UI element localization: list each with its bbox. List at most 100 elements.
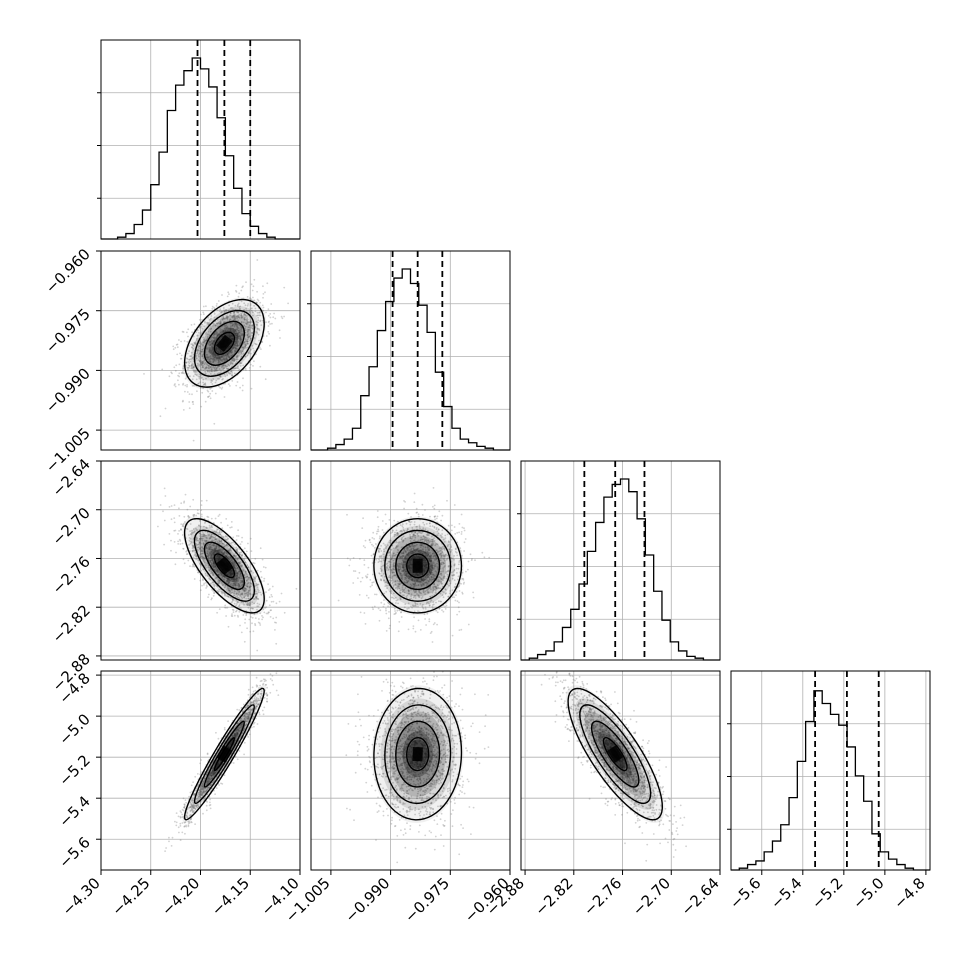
sample-point bbox=[219, 558, 222, 560]
sample-point bbox=[195, 542, 197, 545]
sample-point bbox=[237, 580, 240, 582]
sample-point bbox=[205, 582, 207, 584]
sample-point bbox=[349, 559, 352, 561]
sample-point bbox=[225, 357, 228, 360]
sample-point bbox=[432, 573, 435, 576]
sample-point bbox=[199, 542, 202, 545]
sample-point bbox=[216, 331, 218, 334]
sample-point bbox=[228, 356, 231, 358]
sample-point bbox=[220, 388, 223, 390]
sample-point bbox=[220, 539, 223, 541]
sample-point bbox=[217, 300, 220, 302]
sample-point bbox=[232, 561, 235, 564]
sample-point bbox=[253, 337, 256, 339]
sample-point bbox=[236, 596, 239, 599]
sample-point bbox=[346, 557, 349, 560]
sample-point bbox=[268, 320, 270, 323]
sample-point bbox=[211, 552, 214, 555]
sample-point bbox=[231, 374, 234, 377]
sample-point bbox=[175, 364, 178, 367]
sample-point bbox=[246, 594, 249, 597]
sample-point bbox=[248, 576, 250, 579]
sample-point bbox=[235, 355, 238, 358]
sample-point bbox=[244, 355, 247, 358]
sample-point bbox=[217, 559, 220, 562]
sample-point bbox=[224, 375, 227, 378]
sample-point bbox=[212, 361, 215, 363]
sample-point bbox=[230, 361, 232, 364]
sample-point bbox=[236, 580, 239, 583]
sample-point bbox=[252, 314, 254, 317]
sample-point bbox=[185, 361, 188, 364]
sample-point bbox=[245, 572, 248, 575]
sample-point bbox=[428, 604, 431, 606]
sample-point bbox=[182, 365, 185, 368]
sample-point bbox=[241, 580, 244, 583]
sample-point bbox=[213, 551, 216, 554]
sample-point bbox=[208, 534, 211, 537]
sample-point bbox=[209, 348, 211, 350]
sample-point bbox=[191, 401, 194, 403]
sample-point bbox=[256, 583, 259, 586]
sample-point bbox=[423, 579, 426, 581]
sample-point bbox=[229, 307, 232, 309]
sample-point bbox=[227, 371, 230, 374]
sample-point bbox=[250, 582, 252, 585]
sample-point bbox=[210, 563, 213, 566]
sample-point bbox=[394, 610, 396, 612]
sample-point bbox=[269, 609, 272, 612]
sample-point bbox=[232, 327, 235, 330]
sample-point bbox=[249, 303, 252, 305]
sample-point bbox=[380, 574, 383, 577]
sample-point bbox=[220, 541, 223, 543]
sample-point bbox=[233, 331, 236, 333]
sample-point bbox=[211, 597, 213, 600]
sample-point bbox=[187, 515, 190, 517]
sample-point bbox=[208, 395, 211, 397]
sample-point bbox=[229, 318, 231, 321]
sample-point bbox=[232, 312, 235, 314]
sample-point bbox=[203, 363, 206, 365]
sample-point bbox=[213, 353, 216, 355]
sample-point bbox=[234, 350, 237, 353]
sample-point bbox=[225, 535, 227, 537]
sample-point bbox=[234, 350, 237, 352]
sample-point bbox=[224, 327, 227, 329]
sample-point bbox=[215, 346, 218, 349]
sample-point bbox=[395, 612, 397, 614]
sample-point bbox=[214, 551, 216, 553]
sample-point bbox=[417, 619, 420, 622]
sample-point bbox=[283, 315, 285, 318]
sample-point bbox=[217, 366, 219, 368]
sample-point bbox=[234, 578, 237, 581]
sample-point bbox=[237, 562, 240, 564]
sample-point bbox=[207, 554, 210, 556]
sample-point bbox=[226, 317, 228, 319]
sample-point bbox=[246, 321, 249, 324]
sample-point bbox=[214, 356, 217, 358]
sample-point bbox=[192, 563, 195, 565]
sample-point bbox=[201, 578, 204, 581]
sample-point bbox=[417, 574, 419, 577]
sample-point bbox=[219, 349, 222, 352]
sample-point bbox=[227, 353, 229, 355]
sample-point bbox=[239, 386, 242, 389]
sample-point bbox=[239, 585, 242, 588]
sample-point bbox=[197, 571, 200, 574]
sample-point bbox=[364, 623, 367, 625]
sample-point bbox=[242, 321, 245, 324]
sample-point bbox=[232, 315, 234, 318]
sample-point bbox=[432, 589, 435, 592]
sample-point bbox=[227, 583, 230, 585]
sample-point bbox=[229, 312, 232, 315]
sample-point bbox=[200, 538, 203, 540]
sample-point bbox=[392, 563, 395, 566]
sample-point bbox=[212, 565, 215, 567]
sample-point bbox=[400, 616, 403, 618]
sample-point bbox=[238, 324, 241, 326]
sample-point bbox=[255, 595, 258, 598]
sample-point bbox=[212, 533, 214, 536]
sample-point bbox=[213, 551, 215, 554]
sample-point bbox=[195, 342, 198, 345]
sample-point bbox=[274, 621, 276, 624]
